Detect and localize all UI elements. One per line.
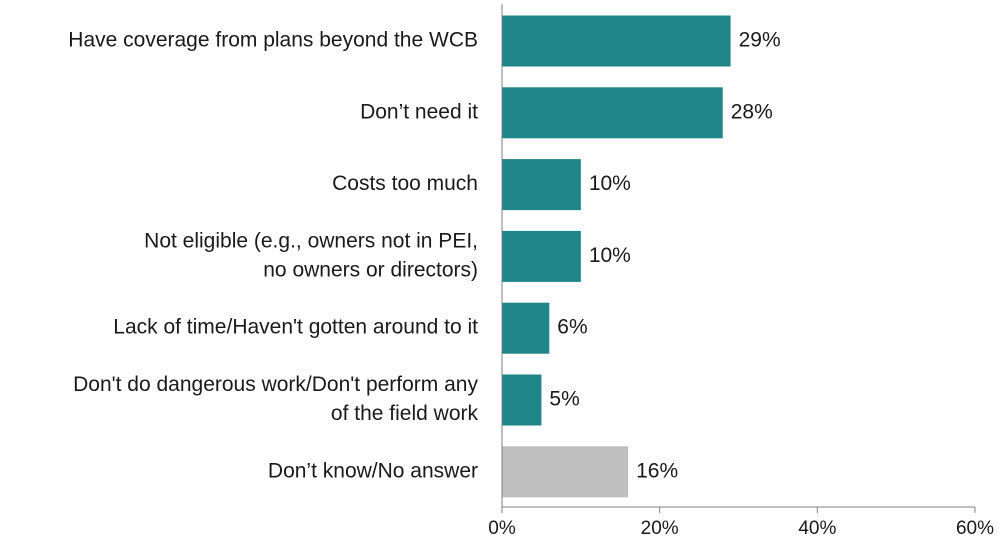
value-label-5: 6% xyxy=(557,316,587,339)
category-label-5: Lack of time/Haven't gotten around to it xyxy=(113,316,478,339)
value-label-2: 28% xyxy=(731,100,773,123)
bar-7 xyxy=(502,446,629,498)
bar-3 xyxy=(502,159,581,211)
bar-6 xyxy=(502,374,542,426)
bar-4 xyxy=(502,230,581,282)
category-label-4: Not eligible (e.g., owners not in PEI, no… xyxy=(144,229,478,281)
x-tick-label-3: 40% xyxy=(798,518,836,539)
x-tick-label-4: 60% xyxy=(956,518,994,539)
value-label-1: 29% xyxy=(739,29,781,52)
category-label-line: Have coverage from plans beyond the WCB xyxy=(68,29,478,52)
category-label-2: Don’t need it xyxy=(360,100,478,123)
category-label-3: Costs too much xyxy=(332,172,478,195)
category-label-line: Costs too much xyxy=(332,172,478,195)
bar-1 xyxy=(502,15,731,67)
category-label-line: of the field work xyxy=(331,402,479,425)
bar-2 xyxy=(502,87,723,139)
category-label-7: Don’t know/No answer xyxy=(268,459,478,482)
bar-5 xyxy=(502,302,550,354)
value-label-3: 10% xyxy=(589,172,631,195)
category-label-1: Have coverage from plans beyond the WCB xyxy=(68,29,478,52)
category-label-line: Don’t need it xyxy=(360,100,478,123)
category-label-line: Lack of time/Haven't gotten around to it xyxy=(113,316,478,339)
x-tick-label-1: 0% xyxy=(488,518,516,539)
category-label-6: Don't do dangerous work/Don't perform an… xyxy=(73,373,478,425)
category-label-line: Not eligible (e.g., owners not in PEI, xyxy=(144,229,478,252)
category-label-line: Don't do dangerous work/Don't perform an… xyxy=(73,373,478,396)
value-label-4: 10% xyxy=(589,244,631,267)
category-label-line: Don’t know/No answer xyxy=(268,459,478,482)
category-label-line: no owners or directors) xyxy=(263,258,478,281)
value-label-7: 16% xyxy=(636,459,678,482)
value-label-6: 5% xyxy=(549,388,579,411)
x-tick-label-2: 20% xyxy=(641,518,679,539)
